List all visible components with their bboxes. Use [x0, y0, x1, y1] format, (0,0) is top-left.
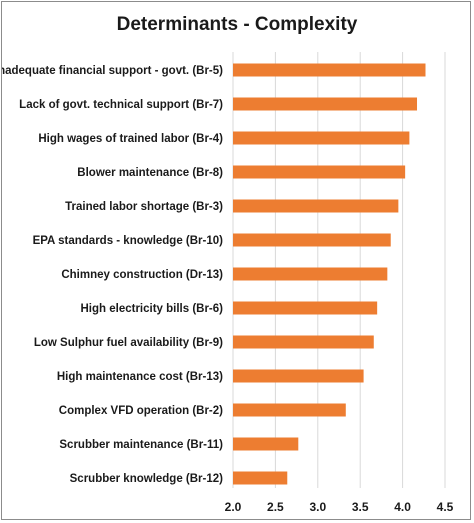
bar	[233, 471, 288, 485]
x-axis-ticks: 2.0 2.5 3.0 3.5 4.0 4.5	[225, 500, 454, 514]
category-labels: Inadequate financial support - govt. (Br…	[2, 65, 223, 485]
category-label: Low Sulphur fuel availability (Br-9)	[34, 337, 223, 349]
x-tick-label: 2.0	[225, 500, 242, 514]
category-label: High electricity bills (Br-6)	[80, 303, 223, 315]
bar	[233, 403, 346, 417]
chart-title: Determinants - Complexity	[117, 14, 358, 35]
bars	[233, 63, 426, 485]
bar	[233, 335, 374, 349]
category-label: EPA standards - knowledge (Br-10)	[33, 235, 224, 247]
bar	[233, 199, 399, 213]
bar	[233, 131, 410, 145]
category-label: Complex VFD operation (Br-2)	[59, 405, 223, 417]
category-label: Lack of govt. technical support (Br-7)	[19, 99, 223, 111]
bar	[233, 233, 391, 247]
x-tick-label: 3.0	[309, 500, 326, 514]
bar	[233, 97, 418, 111]
category-label: Chimney construction (Dr-13)	[61, 269, 223, 281]
category-label: Inadequate financial support - govt. (Br…	[2, 65, 223, 77]
category-label: Blower maintenance (Br-8)	[77, 167, 223, 179]
x-tick-label: 4.0	[394, 500, 411, 514]
category-label: Scrubber maintenance (Br-11)	[59, 439, 223, 451]
category-label: High maintenance cost (Br-13)	[57, 371, 223, 383]
x-tick-label: 3.5	[352, 500, 369, 514]
x-tick-label: 4.5	[437, 500, 454, 514]
bar	[233, 165, 406, 179]
bar	[233, 267, 388, 281]
bar	[233, 63, 426, 77]
category-label: High wages of trained labor (Br-4)	[38, 133, 223, 145]
bar	[233, 437, 299, 451]
bar	[233, 301, 378, 315]
category-label: Trained labor shortage (Br-3)	[65, 201, 223, 213]
x-tick-label: 2.5	[267, 500, 284, 514]
category-label: Scrubber knowledge (Br-12)	[70, 473, 224, 485]
bar	[233, 369, 364, 383]
